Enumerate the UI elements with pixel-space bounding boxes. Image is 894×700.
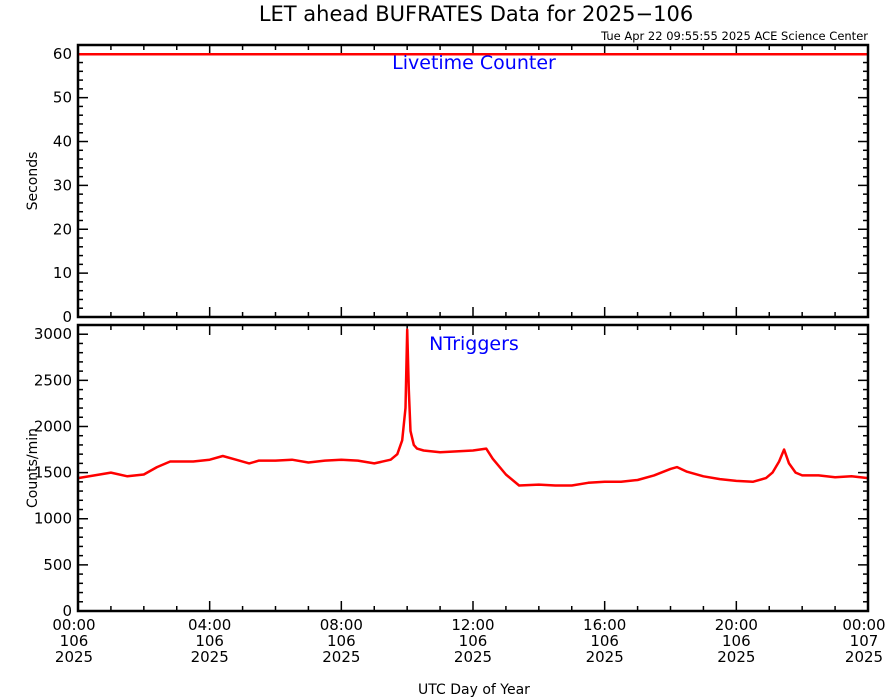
y-axis-label: Seconds [25, 152, 41, 211]
x-tick-labels: 00:00106202504:00106202508:00106202512:0… [52, 616, 885, 666]
y-tick-label: 2500 [34, 371, 72, 389]
x-tick-time: 16:00 [583, 616, 626, 634]
x-tick-year: 2025 [55, 648, 93, 666]
y-tick-label: 60 [53, 45, 72, 63]
y-tick-label: 0 [62, 602, 72, 620]
x-tick-year: 2025 [322, 648, 360, 666]
series-line-2 [77, 328, 869, 487]
x-tick-time: 20:00 [715, 616, 758, 634]
y-tick-label: 500 [43, 556, 72, 574]
x-axis-label: UTC Day of Year [418, 682, 530, 698]
x-tick-doy: 106 [327, 632, 356, 650]
y-tick-label: 40 [53, 133, 72, 151]
x-tick-time: 08:00 [320, 616, 363, 634]
y-axis-label: Counts/min [25, 428, 41, 508]
y-tick-label: 1000 [34, 510, 72, 528]
x-tick-doy: 106 [60, 632, 89, 650]
y-tick-label: 30 [53, 176, 72, 194]
x-tick-doy: 106 [590, 632, 619, 650]
x-tick-time: 12:00 [451, 616, 494, 634]
x-tick-year: 2025 [191, 648, 229, 666]
x-tick-time: 00:00 [842, 616, 885, 634]
y-tick-label: 20 [53, 220, 72, 238]
x-tick-doy: 106 [195, 632, 224, 650]
y-tick-label: 10 [53, 264, 72, 282]
x-tick-year: 2025 [717, 648, 755, 666]
x-tick-year: 2025 [845, 648, 883, 666]
panel-1: 0 10 20 30 40 50 60 Seconds Livetime Counter [25, 43, 870, 326]
y-tick-label: 0 [62, 308, 72, 326]
x-tick-time: 00:00 [52, 616, 95, 634]
y-tick-label: 2000 [34, 417, 72, 435]
panel-label: Livetime Counter [392, 52, 556, 74]
panel-frame [76, 323, 870, 613]
y-tick-label: 1500 [34, 464, 72, 482]
timestamp: Tue Apr 22 09:55:55 2025 ACE Science Cen… [600, 29, 868, 43]
y-tick-label: 3000 [34, 325, 72, 343]
x-tick-year: 2025 [454, 648, 492, 666]
x-tick-doy: 106 [459, 632, 488, 650]
panel-frame [76, 43, 870, 319]
x-tick-doy: 106 [722, 632, 751, 650]
x-tick-doy: 107 [850, 632, 879, 650]
x-tick-year: 2025 [586, 648, 624, 666]
x-tick-time: 04:00 [188, 616, 231, 634]
panel-2: 0 500 1000 1500 2000 2500 3000 Counts/min NTrigg… [25, 323, 870, 620]
chart-title: LET ahead BUFRATES Data for 2025−106 [259, 2, 693, 26]
panels: 0 10 20 30 40 50 60 Seconds Livetime Counter 0 500… [25, 43, 886, 666]
panel-label: NTriggers [429, 333, 519, 355]
y-tick-label: 50 [53, 89, 72, 107]
